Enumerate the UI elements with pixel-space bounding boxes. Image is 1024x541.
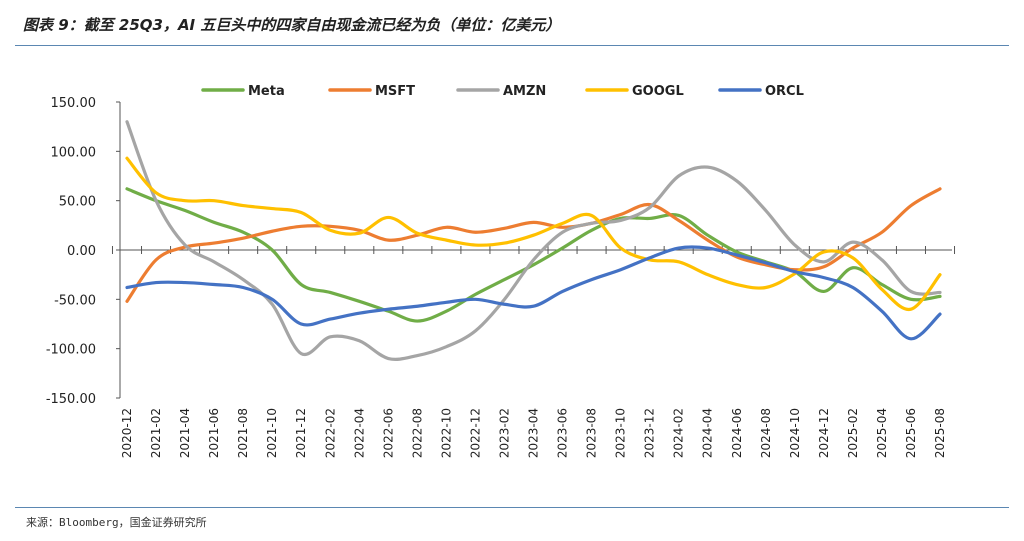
- x-tick-label: 2022-08: [410, 408, 424, 458]
- x-tick-label: 2021-12: [294, 408, 308, 458]
- y-tick-label: 100.00: [51, 145, 97, 160]
- y-tick-label: -150.00: [46, 392, 96, 407]
- y-tick-label: 150.00: [51, 96, 97, 111]
- legend-label-msft: MSFT: [375, 84, 415, 99]
- x-tick-label: 2023-06: [556, 408, 570, 458]
- x-tick-label: 2023-08: [585, 408, 599, 458]
- x-tick-label: 2023-04: [527, 408, 541, 458]
- x-tick-label: 2021-02: [149, 408, 163, 458]
- legend-label-orcl: ORCL: [765, 84, 804, 99]
- x-tick-label: 2025-02: [846, 408, 860, 458]
- chart-legend: Meta MSFT AMZN GOOGL ORCL: [201, 84, 804, 99]
- x-tick-label: 2025-06: [904, 408, 918, 458]
- x-tick-label: 2021-04: [178, 408, 192, 458]
- x-tick-label: 2023-10: [614, 408, 628, 458]
- chart-title: 图表 9：截至 25Q3，AI 五巨头中的四家自由现金流已经为负（单位：亿美元）: [23, 16, 561, 34]
- line-chart: Meta MSFT AMZN GOOGL ORCL 150.00 100.00 50.00 0…: [46, 84, 956, 458]
- source-note: 来源：Bloomberg，国金证券研究所: [26, 516, 207, 529]
- x-tick-label: 2023-02: [497, 408, 511, 458]
- x-tick-label: 2022-10: [439, 408, 453, 458]
- y-tick-label: -100.00: [46, 343, 96, 358]
- y-tick-label: -50.00: [54, 293, 96, 308]
- x-tick-label: 2024-12: [817, 408, 831, 458]
- y-tick-label: 0.00: [67, 244, 96, 259]
- x-tick-label: 2023-12: [643, 408, 657, 458]
- x-tick-label: 2022-02: [323, 408, 337, 458]
- y-tick-label: 50.00: [59, 195, 96, 210]
- x-tick-label: 2022-12: [468, 408, 482, 458]
- series-lines: [125, 120, 942, 361]
- x-tick-label: 2021-10: [265, 408, 279, 458]
- x-tick-label: 2025-08: [933, 408, 947, 458]
- x-tick-label: 2024-04: [701, 408, 715, 458]
- series-line-amzn: [125, 120, 942, 361]
- title-divider: [15, 45, 1009, 46]
- x-tick-label: 2025-04: [875, 408, 889, 458]
- source-divider: [15, 507, 1009, 508]
- x-tick-label: 2020-12: [120, 408, 134, 458]
- x-tick-label: 2024-06: [730, 408, 744, 458]
- x-tick-label: 2024-02: [672, 408, 686, 458]
- x-tick-label: 2022-06: [381, 408, 395, 458]
- x-tick-label: 2021-06: [207, 408, 221, 458]
- legend-label-meta: Meta: [248, 84, 285, 99]
- x-tick-label: 2021-08: [236, 408, 250, 458]
- x-axis: 2020-12 2021-02 2021-04 2021-06 2021-08 2021-…: [111, 246, 956, 458]
- legend-label-amzn: AMZN: [503, 84, 546, 99]
- series-line-msft: [125, 187, 942, 303]
- series-line-orcl: [125, 245, 942, 341]
- legend-label-googl: GOOGL: [632, 84, 684, 99]
- x-tick-label: 2024-10: [788, 408, 802, 458]
- x-tick-label: 2022-04: [352, 408, 366, 458]
- series-line-meta: [125, 187, 942, 323]
- x-tick-label: 2024-08: [759, 408, 773, 458]
- y-axis: 150.00 100.00 50.00 0.00 -50.00 -100.00 -150.0…: [46, 96, 121, 407]
- series-line-googl: [125, 156, 942, 312]
